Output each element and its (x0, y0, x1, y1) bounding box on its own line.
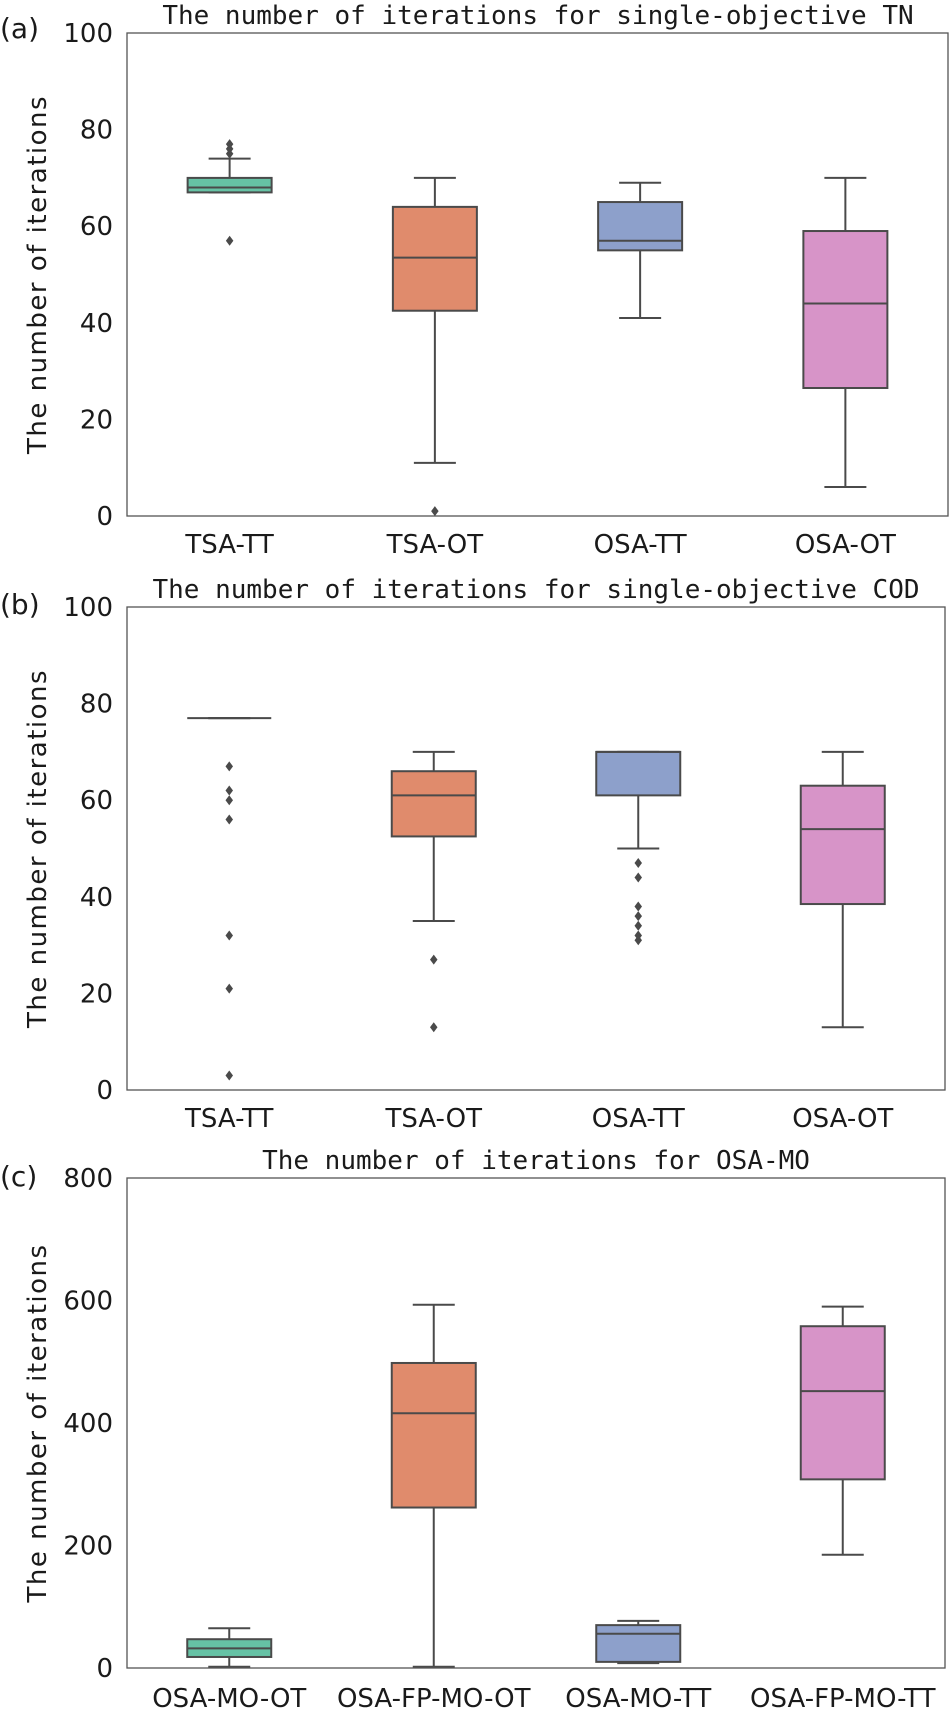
outlier-point (634, 872, 642, 883)
y-axis-label: The number of iterations (23, 95, 53, 455)
y-tick-label: 0 (96, 1076, 113, 1106)
outlier-point (225, 1070, 233, 1081)
outlier-point (225, 139, 234, 150)
y-tick-label: 200 (63, 1532, 113, 1562)
y-tick-label: 40 (80, 309, 113, 339)
x-tick-label: TSA-TT (184, 530, 274, 560)
outlier-point (225, 814, 233, 825)
y-tick-label: 20 (80, 979, 113, 1009)
y-tick-label: 60 (80, 212, 113, 242)
y-tick-label: 80 (80, 116, 113, 146)
outlier-point (430, 954, 438, 965)
x-tick-label: OSA-OT (795, 530, 896, 560)
plot-frame (126, 606, 946, 1091)
y-tick-label: 0 (96, 1654, 113, 1684)
outlier-point (225, 235, 234, 246)
outlier-point (634, 857, 642, 868)
iqr-box (799, 1325, 886, 1481)
x-tick-label: OSA-TT (594, 530, 687, 560)
x-tick-label: TSA-OT (384, 1104, 482, 1134)
iqr-box (799, 784, 886, 906)
outlier-point (634, 901, 642, 912)
x-tick-label: OSA-MO-TT (565, 1684, 711, 1714)
outlier-point (225, 795, 233, 806)
iqr-box (391, 205, 478, 312)
box-osa-mo-tt (595, 1619, 682, 1665)
outlier-point (634, 930, 642, 941)
y-tick-label: 600 (63, 1287, 113, 1317)
box-osa-ot (802, 176, 889, 489)
outlier-point (634, 911, 642, 922)
y-tick-label: 400 (63, 1409, 113, 1439)
panel-0: (a) The number of iterations for single-o… (0, 1, 949, 560)
box-tsa-ot (391, 176, 478, 517)
plot-frame (126, 1177, 946, 1669)
x-tick-label: OSA-OT (792, 1104, 893, 1134)
iqr-box (390, 770, 477, 838)
iqr-box (597, 201, 684, 252)
chart-title: The number of iterations for OSA-MO (262, 1146, 810, 1176)
plot-frame (126, 32, 949, 517)
panel-label: (a) (0, 12, 39, 45)
outlier-point (634, 920, 642, 931)
panel-1: (b) The number of iterations for single-o… (0, 575, 946, 1134)
box-osa-mo-ot (186, 1627, 273, 1668)
chart-title: The number of iterations for single-obje… (162, 1, 913, 31)
y-tick-label: 60 (80, 786, 113, 816)
outlier-point (225, 785, 233, 796)
x-tick-label: OSA-FP-MO-OT (337, 1684, 531, 1714)
y-tick-label: 800 (63, 1164, 113, 1194)
y-axis-label: The number of iterations (23, 1243, 53, 1603)
x-tick-label: TSA-OT (386, 530, 484, 560)
outlier-point (225, 930, 233, 941)
y-tick-label: 20 (80, 405, 113, 435)
y-tick-label: 40 (80, 883, 113, 913)
outlier-point (225, 983, 233, 994)
iqr-box (595, 1624, 682, 1663)
iqr-box (390, 1361, 477, 1509)
x-tick-label: OSA-MO-OT (152, 1684, 306, 1714)
panel-label: (c) (0, 1160, 37, 1193)
box-osa-tt (595, 750, 682, 946)
outlier-point (431, 506, 439, 517)
chart-title: The number of iterations for single-obje… (152, 575, 919, 605)
y-tick-label: 100 (63, 19, 113, 49)
outlier-point (225, 761, 233, 772)
x-tick-label: TSA-TT (184, 1104, 274, 1134)
box-osa-fp-mo-tt (799, 1305, 886, 1556)
y-axis-label: The number of iterations (23, 669, 53, 1029)
y-tick-label: 0 (96, 502, 113, 532)
box-osa-ot (799, 750, 886, 1029)
panel-label: (b) (0, 588, 40, 621)
x-tick-label: OSA-TT (592, 1104, 685, 1134)
box-osa-fp-mo-ot (390, 1303, 477, 1668)
panel-2: (c) The number of iterations for OSA-MO Th… (0, 1146, 946, 1714)
box-tsa-tt (186, 139, 273, 246)
iqr-box (595, 750, 682, 797)
box-tsa-tt (187, 717, 272, 1081)
box-osa-tt (597, 181, 684, 319)
outlier-point (430, 1022, 438, 1033)
box-tsa-ot (390, 750, 477, 1033)
iqr-box (802, 230, 889, 390)
y-tick-label: 100 (63, 593, 113, 623)
iqr-box (186, 176, 273, 194)
x-tick-label: OSA-FP-MO-TT (750, 1684, 936, 1714)
y-tick-label: 80 (80, 690, 113, 720)
